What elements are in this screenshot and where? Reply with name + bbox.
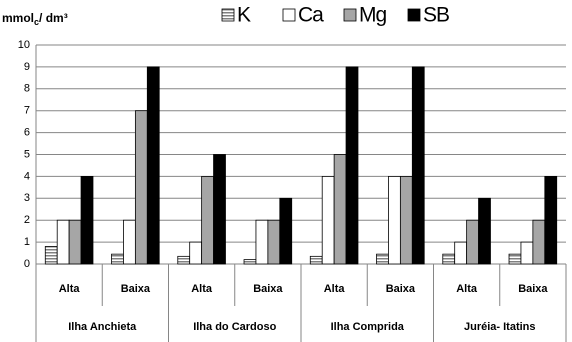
bar [189,241,203,265]
y-tick-label: 8 [24,83,30,95]
bar [544,175,558,265]
bar [478,197,491,265]
bar [44,246,58,265]
bar [309,255,323,265]
x-tick-label: Alta [456,283,478,295]
bar [508,253,522,265]
y-label-sub: c [34,17,39,27]
group-label: Ilha Comprida [331,321,405,333]
y-axis-label: mmolc/ dm³ [2,11,68,27]
x-tick-label: Alta [191,283,213,295]
y-tick-label: 0 [24,258,30,270]
group-label: Ilha do Cardoso [193,321,276,333]
bar [532,219,546,265]
legend-label: K [237,4,251,27]
bar [146,66,160,265]
bar [520,241,534,265]
bar [466,219,479,265]
y-tick-label: 1 [24,236,30,248]
legend-swatch [407,8,421,22]
y-tick-label: 4 [24,170,30,182]
bar [333,154,347,265]
x-tick-label: Alta [324,283,346,295]
bar [243,259,257,265]
bar [345,66,359,265]
legend-swatch [221,8,235,22]
bar [442,253,456,265]
bar [321,175,335,265]
bar [134,110,148,265]
bar [376,253,389,265]
legend-swatch [282,8,296,22]
x-tick-label: Baixa [121,283,151,295]
legend-swatch [343,8,357,22]
legend-label: Mg [359,4,386,27]
y-label-rest: / dm³ [39,11,68,25]
y-tick-label: 9 [24,61,30,73]
x-tick-label: Alta [59,283,81,295]
legend-label: Ca [298,4,324,27]
y-tick-label: 3 [24,192,30,204]
bar [111,253,124,265]
bar [213,154,226,265]
x-tick-label: Baixa [253,283,283,295]
bar [201,175,214,265]
bar [399,175,413,265]
y-tick-label: 10 [18,39,30,51]
bar [177,255,191,265]
bar [454,241,468,265]
bar [255,219,269,265]
x-tick-label: Baixa [386,283,416,295]
x-tick-label: Baixa [518,283,548,295]
bar [388,175,401,265]
bar [267,219,281,265]
bar [56,219,70,265]
bar [68,219,82,265]
legend-label: SB [423,4,449,27]
bar [411,66,425,265]
y-label-main: mmol [2,11,34,25]
bar [123,219,136,265]
group-label: Ilha Anchieta [68,321,137,333]
y-tick-label: 7 [24,105,30,117]
y-tick-label: 2 [24,214,30,226]
bar [279,197,293,265]
y-tick-label: 6 [24,127,30,139]
y-tick-label: 5 [24,148,30,160]
bar [80,175,94,265]
group-label: Juréia- Itatins [464,321,536,333]
